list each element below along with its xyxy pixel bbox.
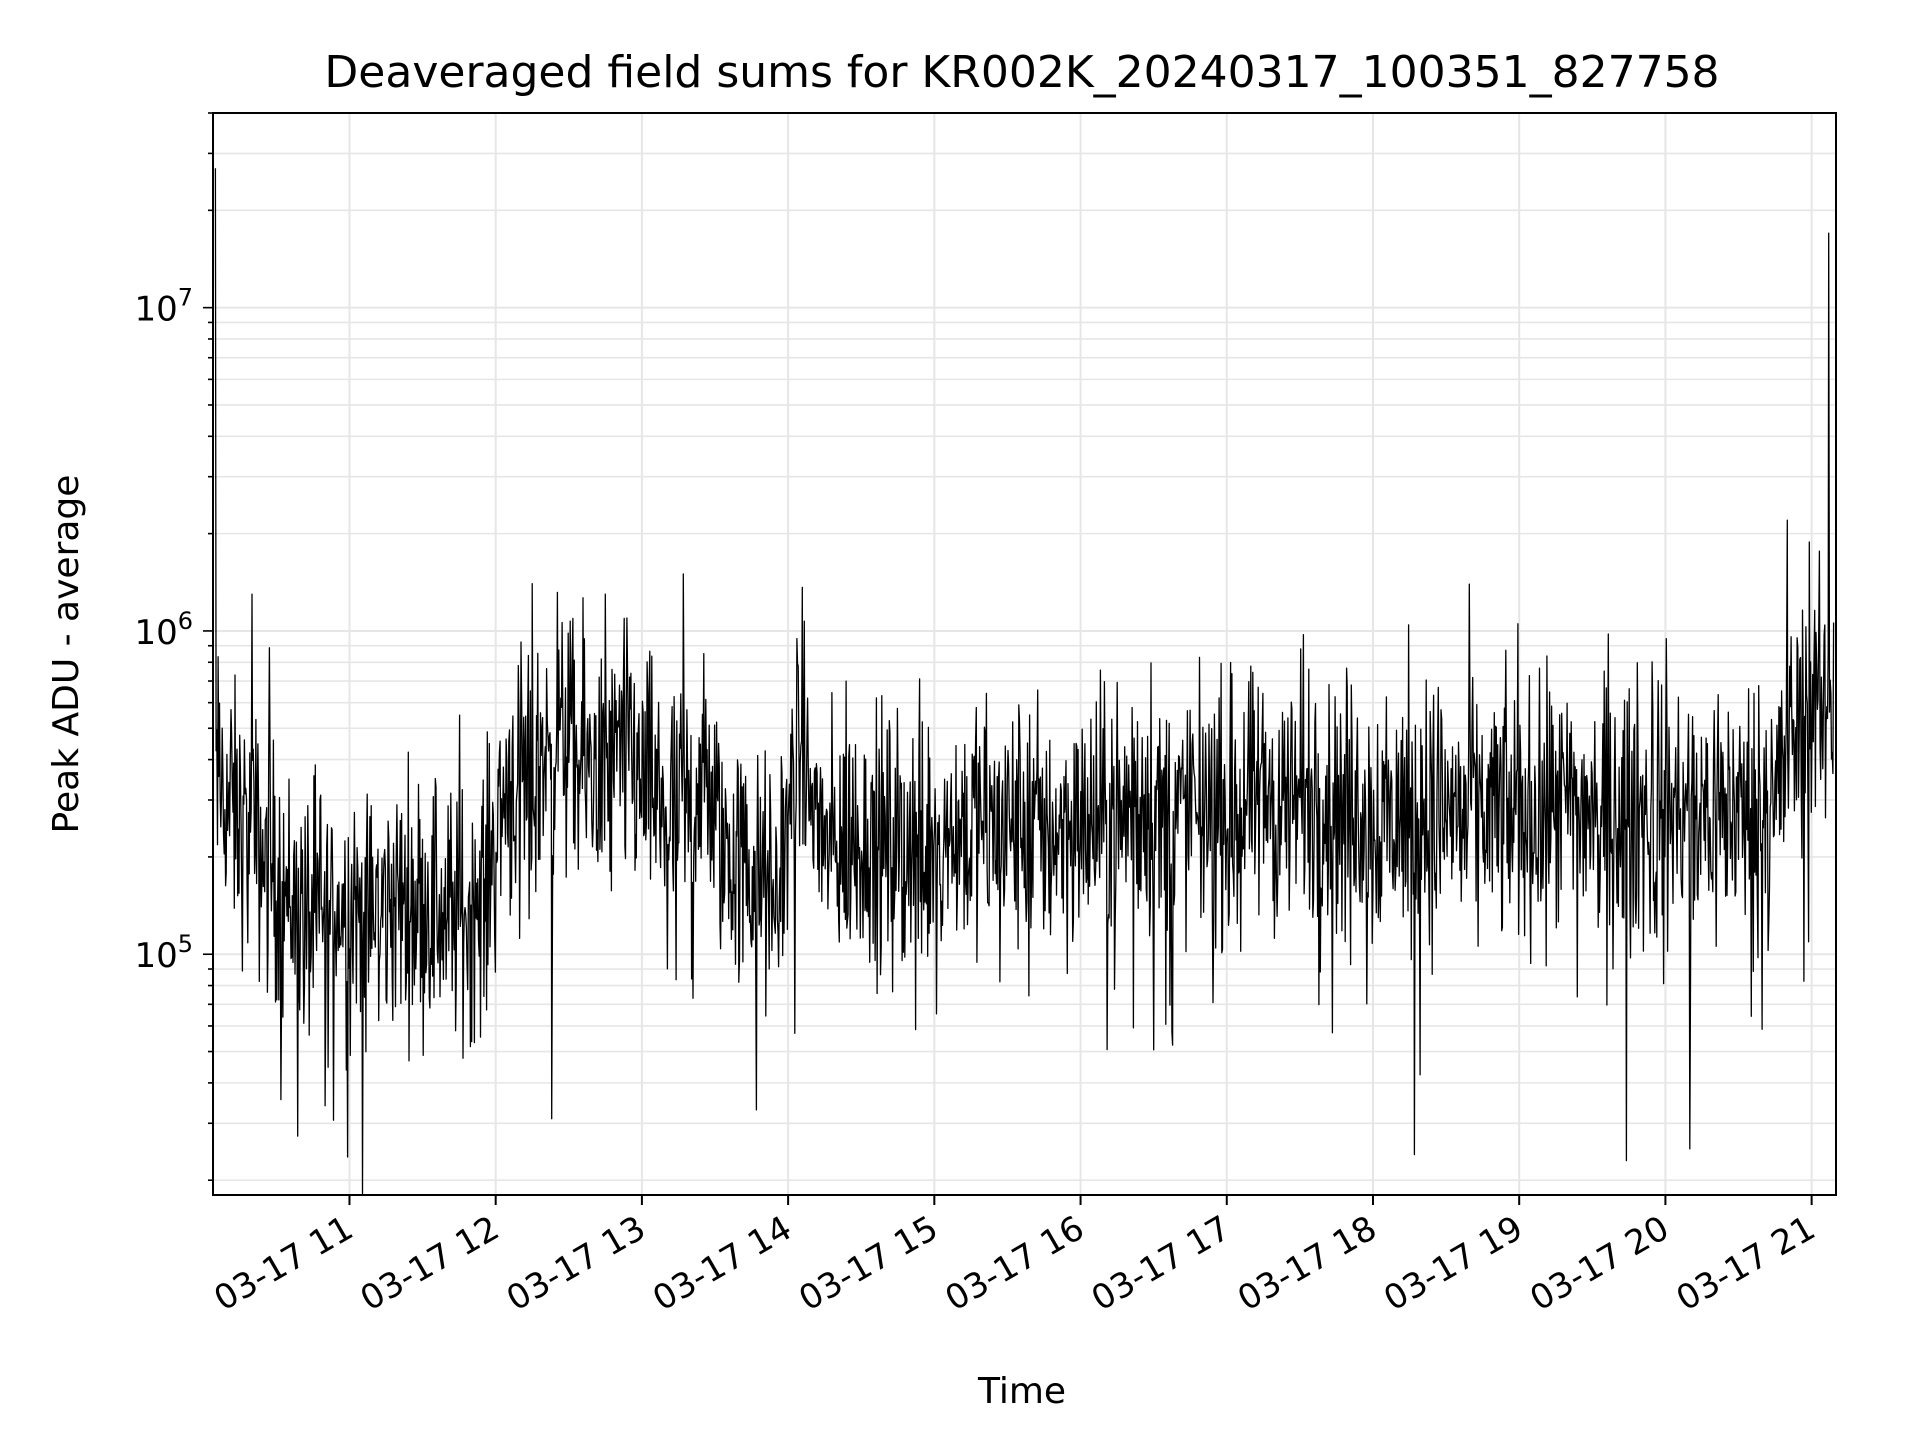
- y-tick-label: 106: [134, 607, 193, 653]
- x-tick-label: 03-17 12: [354, 1208, 506, 1319]
- y-tick-label: 107: [134, 284, 193, 330]
- x-tick-label: 03-17 19: [1377, 1208, 1529, 1319]
- x-tick-label: 03-17 11: [208, 1208, 360, 1319]
- x-tick-label: 03-17 14: [646, 1208, 798, 1319]
- x-tick-label: 03-17 15: [792, 1208, 944, 1319]
- plot-frame: [212, 112, 1837, 1196]
- x-tick-label: 03-17 21: [1670, 1208, 1822, 1319]
- x-tick-label: 03-17 17: [1085, 1208, 1237, 1319]
- chart-title: Deaveraged field sums for KR002K_2024031…: [324, 47, 1719, 98]
- y-axis-label: Peak ADU - average: [46, 475, 87, 834]
- x-tick-label: 03-17 13: [500, 1208, 652, 1319]
- x-axis-label: Time: [977, 1371, 1066, 1412]
- y-tick-label: 105: [134, 930, 193, 976]
- y-axis-ticks: 105 106 107: [134, 112, 213, 1182]
- x-tick-label: 03-17 20: [1524, 1208, 1676, 1319]
- x-tick-label: 03-17 16: [939, 1208, 1091, 1319]
- series-layer: [214, 168, 1835, 1196]
- grid: [213, 112, 1836, 1195]
- x-tick-label: 03-17 18: [1231, 1208, 1383, 1319]
- series-line: [214, 168, 1835, 1196]
